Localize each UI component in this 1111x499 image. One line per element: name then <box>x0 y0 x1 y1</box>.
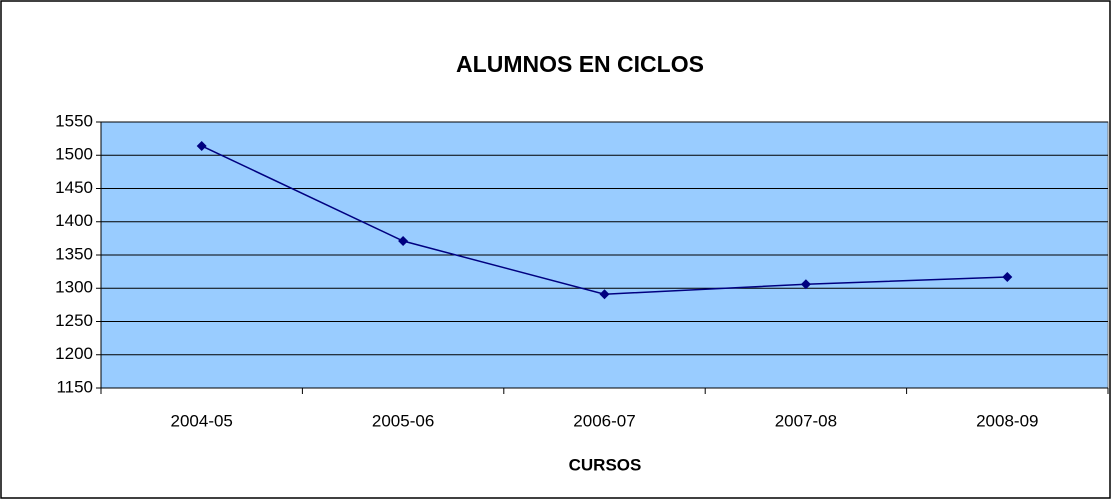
x-tick-label: 2004-05 <box>171 411 233 430</box>
x-tick-label: 2006-07 <box>573 411 635 430</box>
y-tick-label: 1250 <box>55 311 93 330</box>
y-tick-label: 1400 <box>55 211 93 230</box>
y-tick-label: 1450 <box>55 178 93 197</box>
y-tick-label: 1200 <box>55 344 93 363</box>
data-point <box>800 279 811 290</box>
x-tick-label: 2005-06 <box>372 411 434 430</box>
data-point <box>1002 271 1013 282</box>
y-tick-label: 1150 <box>56 377 93 396</box>
x-tick-label: 2008-09 <box>976 411 1038 430</box>
y-tick-label: 1550 <box>55 111 93 130</box>
data-point <box>196 140 207 151</box>
y-tick-label: 1350 <box>55 244 93 263</box>
data-point <box>398 236 409 247</box>
x-axis-label: CURSOS <box>569 455 642 474</box>
chart-title: ALUMNOS EN CICLOS <box>456 51 704 77</box>
y-tick-label: 1300 <box>55 278 93 297</box>
data-point <box>599 289 610 300</box>
x-tick-label: 2007-08 <box>775 411 837 430</box>
y-tick-label: 1500 <box>55 145 93 164</box>
